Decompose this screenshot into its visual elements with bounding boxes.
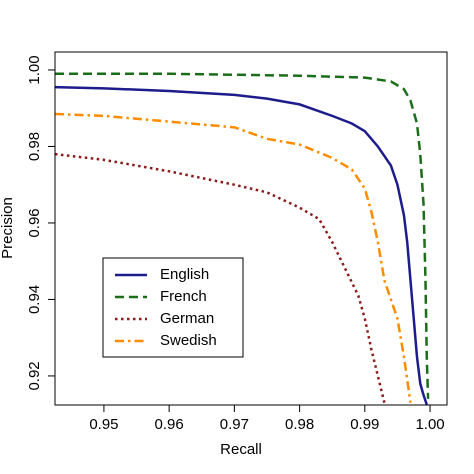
series-line	[55, 112, 412, 403]
x-tick-label: 0.96	[155, 416, 184, 433]
y-tick-label: 0.94	[26, 285, 43, 314]
x-tick-label: 0.99	[350, 416, 379, 433]
series-line	[55, 72, 430, 399]
legend-label: Swedish	[160, 332, 217, 349]
series-line	[55, 85, 428, 405]
x-axis-label: Recall	[220, 441, 262, 458]
y-axis-label: Precision	[0, 197, 16, 259]
legend-label: German	[160, 310, 214, 327]
x-tick-label: 0.97	[220, 416, 249, 433]
x-tick-label: 0.95	[89, 416, 118, 433]
x-tick-label: 0.98	[285, 416, 314, 433]
plot-frame	[54, 51, 448, 406]
legend-label: English	[160, 266, 209, 283]
y-tick-label: 0.96	[26, 208, 43, 237]
y-tick-label: 1.00	[26, 55, 43, 84]
legend-label: French	[160, 288, 207, 305]
x-tick-label: 1.00	[415, 416, 444, 433]
series-line	[55, 152, 386, 404]
y-tick-label: 0.92	[26, 361, 43, 390]
y-tick-label: 0.98	[26, 132, 43, 161]
